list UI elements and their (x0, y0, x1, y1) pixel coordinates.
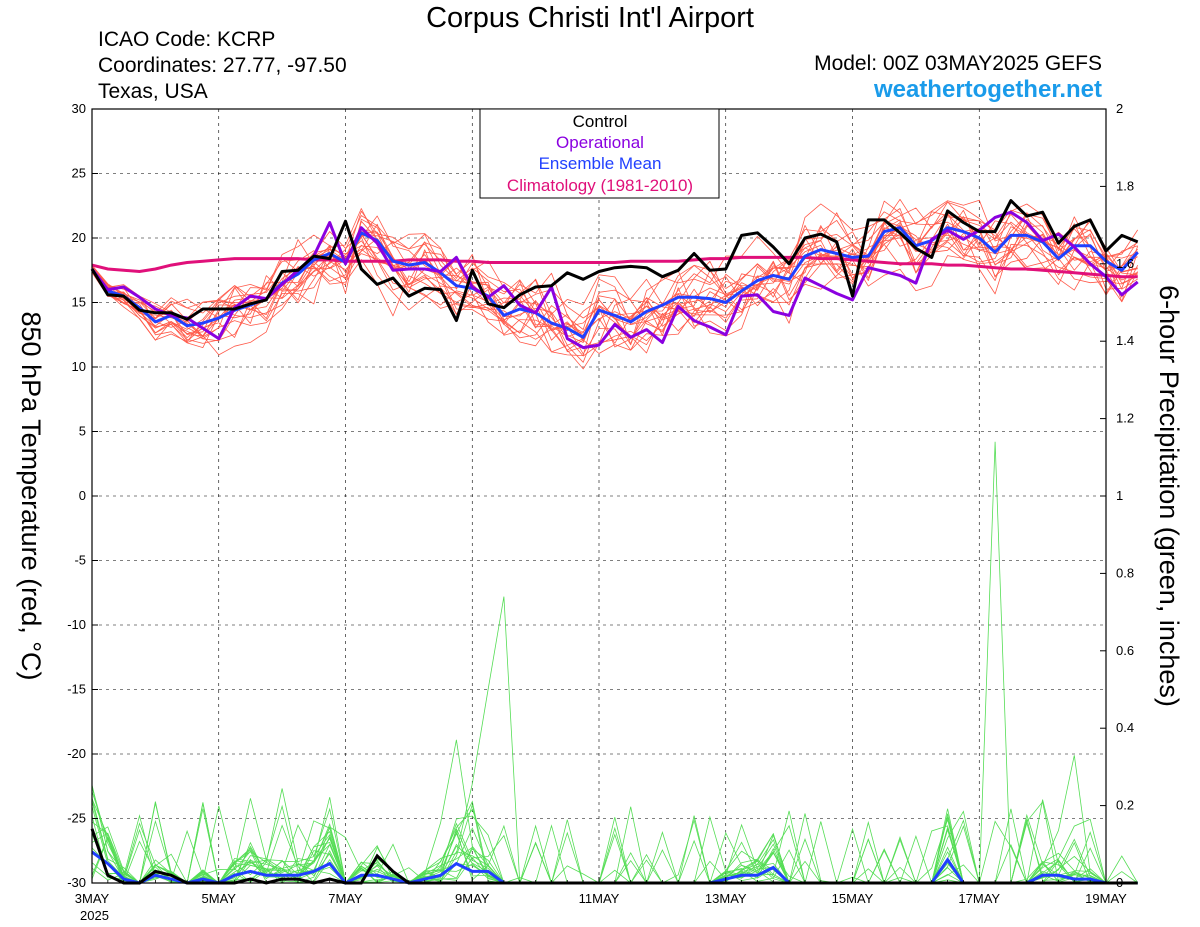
legend-box (479, 108, 720, 199)
temperature-member-line (91, 210, 1138, 357)
x-tick-label: 17MAY (958, 891, 1000, 906)
left-tick-label: -20 (67, 746, 86, 761)
temperature-member-line (91, 200, 1138, 346)
x-tick-label: 19MAY (1085, 891, 1127, 906)
control-temperature-line (90, 199, 1139, 323)
left-tick-label: -25 (67, 811, 86, 826)
right-tick-label: 1.4 (1116, 333, 1134, 348)
x-axis-ticks: 3MAY 5MAY 7MAY 9MAY 11MAY 13MAY 15MAY 17MAY 19MA… (75, 877, 1127, 906)
x-tick-label: 11MAY (579, 891, 620, 906)
grid-lines (92, 109, 1106, 883)
left-tick-label: 15 (72, 295, 86, 310)
x-tick-label: 3MAY (75, 891, 110, 906)
right-axis-ticks: 2 1.8 1.6 1.4 1.2 1 0.8 0.6 0.4 0.2 0 (1100, 101, 1134, 890)
model-run: Model: 00Z 03MAY2025 GEFS (814, 52, 1102, 75)
right-tick-label: 0.4 (1116, 720, 1134, 735)
precip-member-line (91, 755, 1138, 884)
right-tick-label: 1.2 (1116, 411, 1134, 426)
temperature-member-line (91, 201, 1138, 344)
right-tick-label: 1.6 (1116, 256, 1134, 271)
precip-member-line (91, 441, 1138, 884)
region: Texas, USA (98, 80, 208, 103)
left-tick-label: -10 (67, 617, 86, 632)
right-tick-label: 2 (1116, 101, 1123, 116)
temperature-member-line (91, 220, 1139, 356)
coordinates: Coordinates: 27.77, -97.50 (98, 54, 347, 77)
left-tick-label: 30 (72, 101, 86, 116)
left-axis-ticks: 30 25 20 15 10 5 0 -5 -10 -15 -20 -25 -30 (67, 101, 98, 890)
right-tick-label: 1.8 (1116, 178, 1134, 193)
temperature-member-line (91, 213, 1138, 348)
x-tick-label: 15MAY (832, 891, 874, 906)
right-tick-label: 0 (1116, 875, 1123, 890)
x-tick-label: 5MAY (202, 891, 237, 906)
legend: Control Operational Ensemble Mean Climat… (479, 108, 720, 199)
site-link[interactable]: weathertogether.net (873, 76, 1102, 103)
left-tick-label: -5 (74, 553, 86, 568)
temperature-member-line (91, 208, 1138, 355)
left-tick-label: 10 (72, 359, 86, 374)
legend-ensemble-mean: Ensemble Mean (539, 154, 662, 173)
temperature-member-line (91, 221, 1139, 370)
legend-control: Control (573, 112, 628, 131)
year-label: 2025 (80, 908, 109, 923)
x-tick-label: 9MAY (455, 891, 490, 906)
right-tick-label: 1 (1116, 488, 1123, 503)
right-tick-label: 0.2 (1116, 798, 1134, 813)
right-axis-title: 6-hour Precipitation (green, inches) (1154, 285, 1184, 707)
series-lines (90, 199, 1139, 885)
right-tick-label: 0.8 (1116, 565, 1134, 580)
climatology-line (91, 255, 1138, 279)
legend-operational: Operational (556, 133, 644, 152)
left-tick-label: 25 (72, 166, 86, 181)
legend-climatology: Climatology (1981-2010) (507, 176, 693, 195)
left-tick-label: 0 (79, 488, 86, 503)
left-axis-title: 850 hPa Temperature (red, °C) (16, 312, 46, 681)
temperature-member-line (91, 209, 1138, 338)
left-tick-label: 20 (72, 230, 86, 245)
chart-title: Corpus Christi Int'l Airport (426, 2, 754, 34)
left-tick-label: 5 (79, 424, 86, 439)
icao-code: ICAO Code: KCRP (98, 28, 276, 51)
x-tick-label: 13MAY (705, 891, 747, 906)
left-tick-label: -15 (67, 682, 86, 697)
x-tick-label: 7MAY (328, 891, 363, 906)
left-tick-label: -30 (67, 875, 86, 890)
right-tick-label: 0.6 (1116, 643, 1134, 658)
ensemble-members (91, 198, 1139, 885)
